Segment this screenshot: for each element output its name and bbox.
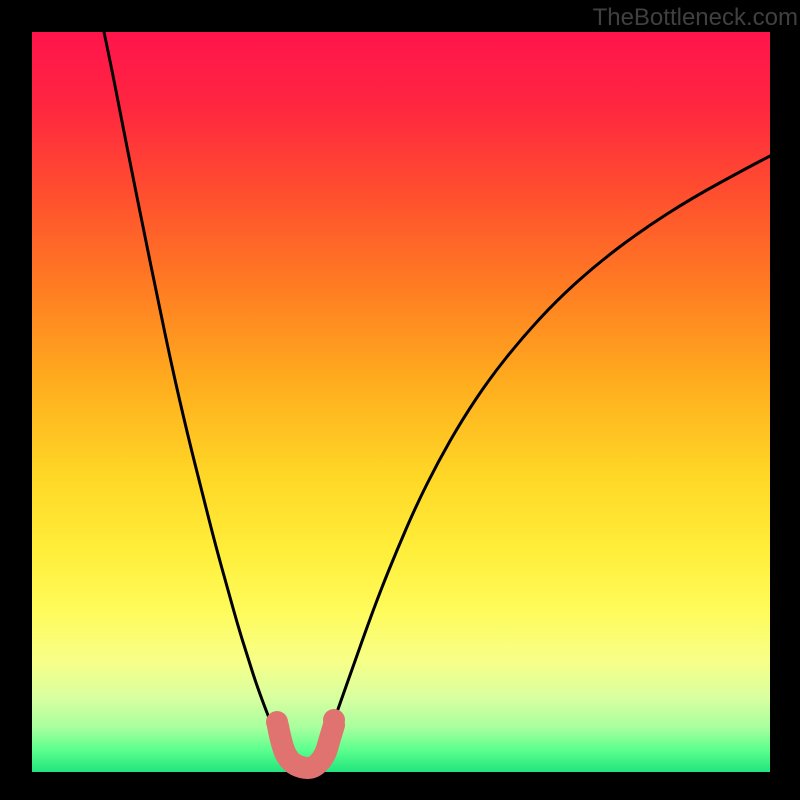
curve-left <box>104 32 282 747</box>
chart-container: TheBottleneck.com <box>0 0 800 800</box>
plot-area <box>32 32 770 772</box>
watermark-text: TheBottleneck.com <box>593 4 798 32</box>
curve-right <box>324 156 770 747</box>
bottom-u-stroke <box>278 725 334 768</box>
curve-overlay <box>32 32 770 772</box>
